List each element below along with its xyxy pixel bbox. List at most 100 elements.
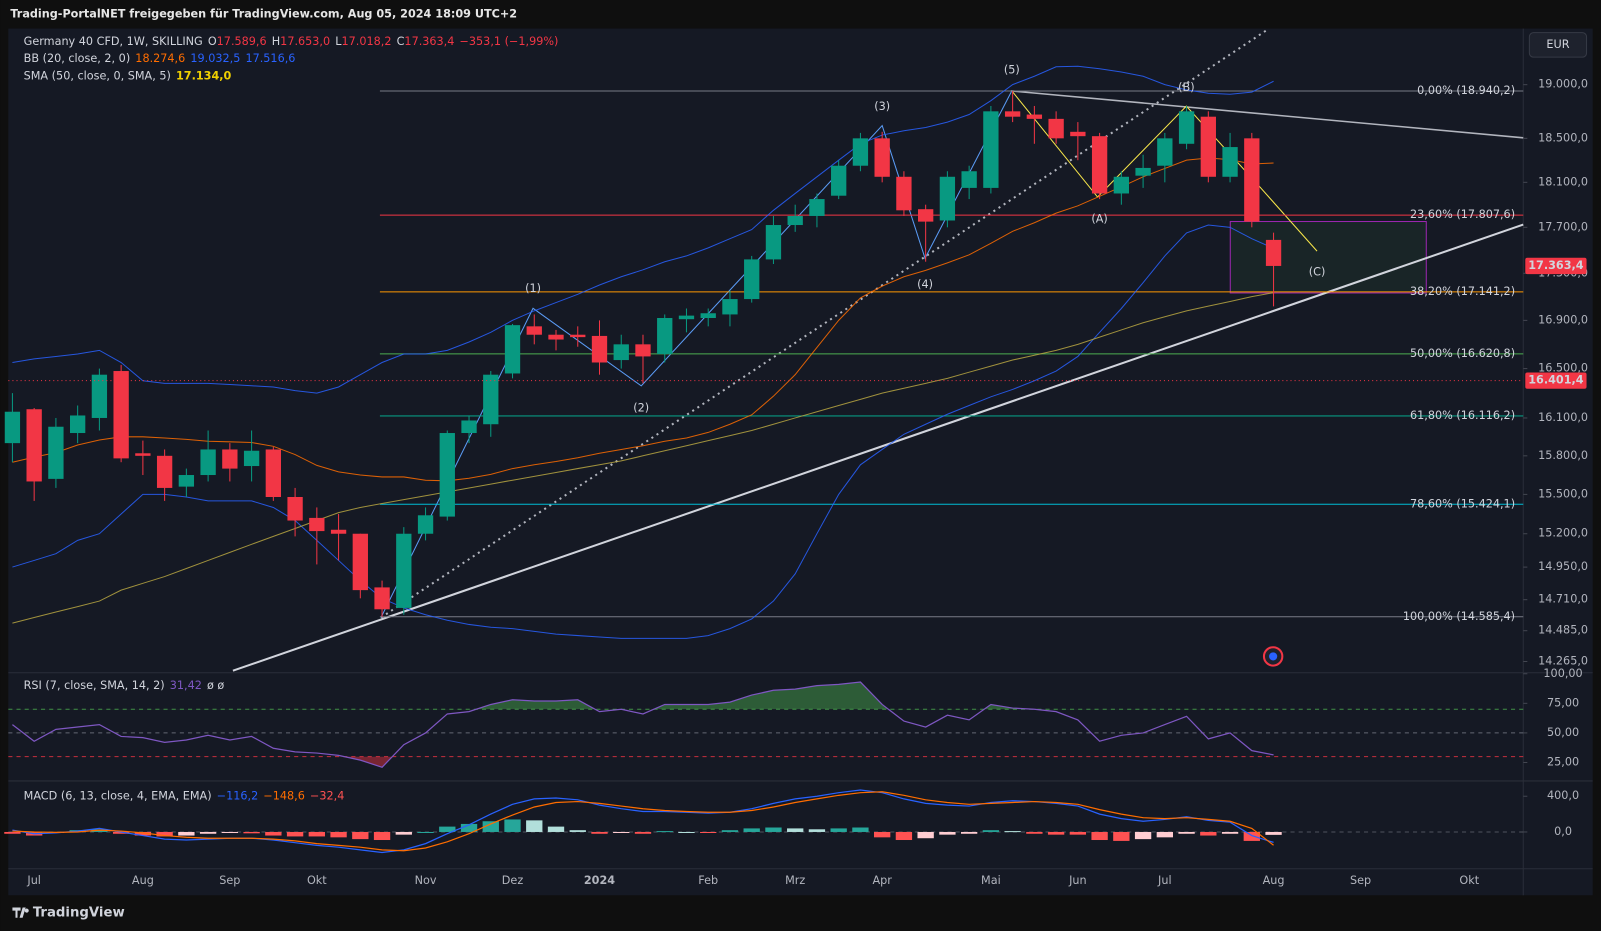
candle-body: [504, 325, 521, 374]
legend-value: 17.134,0: [176, 70, 232, 83]
legend-key: H: [272, 35, 280, 48]
candle-body: [1135, 167, 1151, 176]
candle-body: [722, 299, 738, 315]
legend-value: 31,42: [170, 679, 202, 692]
indicator-line: [12, 292, 1274, 624]
fib-label: 100,00% (14.585,4): [1403, 610, 1515, 623]
macd-histogram-bar: [156, 831, 173, 837]
macd-histogram-bar: [395, 831, 412, 835]
legend-line: SMA (50, close, 0, SMA, 5) 17.134,0: [24, 70, 232, 83]
macd-histogram-bar: [178, 831, 195, 836]
macd-histogram-bar: [482, 821, 499, 832]
legend-indicator: SMA (50, close, 0, SMA, 5): [24, 70, 171, 83]
brand-name: TradingView: [33, 906, 125, 921]
rsi-oversold-fill: [343, 756, 393, 768]
y-tick-label: 14.265,0: [1538, 654, 1588, 667]
currency-button[interactable]: [1528, 32, 1588, 58]
macd-histogram-bar: [591, 831, 608, 834]
candle-body: [330, 529, 347, 534]
candle-body: [287, 497, 303, 521]
macd-histogram-bar: [808, 829, 826, 832]
fib-label: 61,80% (16.116,2): [1410, 409, 1515, 422]
rsi-line: [12, 681, 1274, 768]
macd-histogram-bar: [960, 831, 978, 834]
macd-histogram-bar: [199, 831, 217, 834]
macd-histogram-bar: [1004, 831, 1021, 833]
candle-body: [483, 374, 499, 425]
candle-body: [591, 335, 608, 363]
candle-body: [69, 415, 86, 434]
legend-value: 17.653,0: [280, 35, 330, 48]
candle-body: [939, 176, 956, 221]
price-tag: [1525, 257, 1587, 275]
candle-body: [831, 165, 847, 196]
macd-histogram-bar: [1113, 831, 1130, 841]
currency-label[interactable]: EUR: [1546, 38, 1569, 51]
macd-histogram-bar: [221, 831, 239, 833]
x-tick-label: Sep: [1350, 874, 1371, 887]
legend-symbol: Germany 40 CFD, 1W, SKILLING: [24, 35, 203, 48]
y-tick-label: 100,00: [1543, 667, 1582, 680]
brand-logo: [12, 907, 29, 918]
candle-body: [200, 449, 216, 476]
candle-body: [113, 371, 129, 459]
candle-body: [787, 215, 803, 226]
candle-body: [983, 111, 999, 188]
x-tick-label: Okt: [1459, 874, 1479, 887]
x-tick-label: Mai: [981, 874, 1001, 887]
candle-body: [570, 334, 586, 338]
macd-histogram-bar: [721, 830, 739, 832]
candle-body: [26, 409, 42, 482]
candle-body: [1048, 118, 1064, 139]
macd-histogram-bar: [460, 823, 478, 832]
y-tick-label: 19.000,0: [1538, 78, 1588, 91]
x-tick-label: Feb: [698, 874, 718, 887]
macd-histogram-bar: [526, 820, 543, 832]
trend-line: [232, 223, 1524, 672]
candle-body: [1026, 114, 1043, 119]
fib-label: 38,20% (17.141,2): [1410, 285, 1515, 298]
macd-histogram-bar: [1243, 831, 1260, 841]
legend-value: −148,6: [263, 789, 305, 802]
legend-indicator: MACD (6, 13, close, 4, EMA, EMA): [24, 789, 212, 802]
x-tick-label: Jul: [1157, 874, 1172, 887]
y-tick-label: 18.100,0: [1538, 175, 1588, 188]
macd-histogram-bar: [286, 831, 304, 837]
macd-histogram-bar: [134, 831, 152, 836]
legend-value: 17.018,2: [342, 35, 392, 48]
candle-body: [178, 475, 195, 487]
logo-mark: [12, 907, 29, 918]
legend-value: 19.032,5: [190, 52, 240, 65]
header-title: Trading-PortalNET freigegeben für Tradin…: [10, 7, 517, 20]
macd-histogram-bar: [569, 830, 586, 832]
candle-body: [896, 176, 912, 211]
candle-body: [461, 420, 477, 434]
legend-value: −116,2: [217, 789, 259, 802]
macd-histogram-bar: [1265, 831, 1282, 835]
macd-histogram-bar: [895, 831, 913, 841]
candle-body: [526, 326, 542, 335]
wave-label: (5): [1004, 63, 1020, 76]
legend-indicator: RSI (7, close, SMA, 14, 2): [24, 679, 165, 692]
candle-body: [352, 533, 368, 591]
candle-body: [222, 449, 238, 469]
candle-body: [439, 433, 455, 517]
legend-value: 18.274,6: [135, 52, 185, 65]
indicator-line: [12, 65, 1274, 394]
candle-body: [1113, 176, 1130, 194]
candle-body: [156, 455, 173, 488]
macd-histogram-bar: [243, 831, 260, 834]
macd-histogram-bar: [678, 831, 695, 833]
wave-label: (1): [525, 282, 541, 295]
candle-body: [548, 334, 564, 340]
x-tick-label: Okt: [307, 874, 327, 887]
y-tick-label: 16.900,0: [1538, 313, 1588, 326]
y-tick-label: 18.500,0: [1538, 131, 1588, 144]
candle-body: [635, 344, 651, 357]
legend-line: RSI (7, close, SMA, 14, 2) 31,42 ø ø: [24, 679, 225, 692]
candle-body: [265, 449, 281, 498]
macd-histogram-bar: [265, 831, 282, 836]
macd-histogram-bar: [830, 828, 847, 832]
candle-body: [700, 313, 716, 318]
macd-histogram-bar: [656, 831, 673, 833]
